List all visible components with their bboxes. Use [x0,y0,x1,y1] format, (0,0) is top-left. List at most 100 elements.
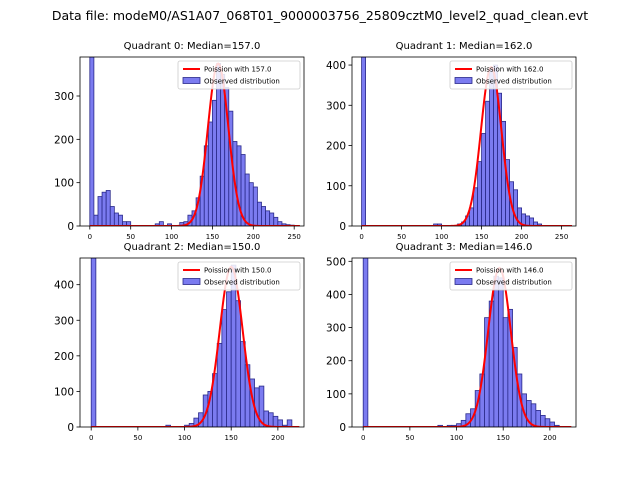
y-tick-label: 100 [326,389,346,401]
histogram-bar [240,341,246,427]
x-tick-label: 200 [543,434,556,442]
axes-frame [79,56,305,227]
quadrant-0-title: Quadrant 0: Median=157.0 [124,41,261,52]
histogram-bar [502,317,509,427]
x-tick-label: 200 [247,233,260,241]
histogram-bar [113,212,119,226]
histogram-bar [90,258,97,427]
histogram-bar [535,410,541,427]
histogram-bar [477,161,483,226]
quadrant-1-title: Quadrant 1: Median=162.0 [396,41,533,52]
quadrant-2-panel: Quadrant 2: Median=150.0 0 50 100 150 200 0 100… [54,242,305,442]
x-tick-label: 200 [515,233,528,241]
legend-label-poisson: Poission with 157.0 [204,66,272,74]
legend-label-observed: Observed distribution [204,78,280,86]
quadrant-3-panel: Quadrant 3: Median=146.0 0 50 100 150 200 0 100… [326,242,577,442]
histogram-bar [248,182,254,226]
histogram-bar [549,421,555,427]
quadrant-2-title: Quadrant 2: Median=150.0 [124,242,261,253]
poisson-curve [91,265,300,427]
y-tick-label: 0 [67,422,74,434]
y-tick-label: 100 [54,386,74,398]
x-tick-label: 50 [126,233,135,241]
histogram-bar [207,121,213,226]
histogram-bar [221,309,227,427]
histogram-bar [220,73,226,226]
histogram-bar [158,221,164,226]
histogram-bar [473,187,479,226]
x-tick-label: 50 [133,434,142,442]
x-tick-label: 150 [206,233,219,241]
histogram-bar [244,173,250,226]
y-tick-label: 100 [54,178,74,190]
histogram-bar [226,291,232,427]
poisson-curve [361,65,572,226]
axes-frame [351,257,577,428]
histogram-bar [212,99,217,226]
quadrant-3-title: Quadrant 3: Median=146.0 [396,242,533,253]
x-tick-label: 100 [435,233,448,241]
histogram-bar [485,100,491,226]
y-tick-label: 300 [326,100,346,112]
legend: Poission with 150.0 Observed distribution [177,261,301,291]
y-tick-label: 200 [54,351,74,363]
x-tick-label: 0 [88,233,92,241]
y-tick-label: 0 [339,221,346,233]
histogram-bar [109,206,115,226]
x-tick-label: 50 [405,434,414,442]
histogram-bar [525,215,530,226]
histogram-bar [265,210,271,226]
y-tick-label: 0 [67,221,74,233]
histogram-bar [89,57,95,226]
histogram-bar [126,221,132,226]
histogram-bar [93,214,99,226]
histogram-bar [216,342,223,427]
y-tick-label: 200 [54,134,74,146]
legend-label-poisson: Poission with 150.0 [204,267,272,275]
quadrant-0-panel: Quadrant 0: Median=157.0 0 50 100 150 200 250 0… [54,41,305,241]
legend: Poission with 157.0 Observed distribution [177,60,301,90]
x-tick-label: 0 [361,434,365,442]
histogram-bar [236,145,242,226]
y-tick-label: 300 [54,315,74,327]
histogram-bar [286,419,293,427]
y-tick-label: 100 [326,181,346,193]
y-tick-label: 300 [54,91,74,103]
histogram-bar [272,415,279,427]
histogram-bar [105,190,111,226]
x-tick-label: 250 [555,233,568,241]
histogram-bar [277,419,283,427]
poisson-curve [363,266,572,427]
legend-box [449,261,573,291]
legend-bar-swatch [182,77,201,84]
y-tick-label: 400 [326,289,346,301]
y-tick-label: 400 [54,280,74,292]
figure-suptitle: Data file: modeM0/AS1A07_068T01_90000037… [52,8,588,23]
histogram-bar [97,196,103,226]
x-tick-label: 50 [397,233,406,241]
legend-box [449,60,573,90]
histogram-bar [118,214,123,226]
histogram-bar [540,415,546,427]
legend-bar-swatch [454,77,473,84]
x-tick-label: 0 [89,434,93,442]
y-tick-label: 200 [326,141,346,153]
histogram-bar [273,216,279,226]
x-tick-label: 150 [475,233,488,241]
legend-label-poisson: Poission with 146.0 [476,267,544,275]
legend-label-observed: Observed distribution [476,78,552,86]
y-tick-label: 500 [326,256,346,268]
histogram-bar [537,223,542,226]
histogram-bar [269,212,275,226]
x-tick-label: 150 [225,434,238,442]
histogram-bar [235,300,241,427]
y-tick-label: 0 [339,422,346,434]
histogram-bar [529,217,534,226]
histogram-bar [498,277,504,427]
legend: Poission with 162.0 Observed distribution [449,60,573,90]
legend: Poission with 146.0 Observed distribution [449,261,573,291]
histogram-bar [252,186,258,226]
histogram-bar [261,206,266,226]
histogram-bar [493,275,499,427]
